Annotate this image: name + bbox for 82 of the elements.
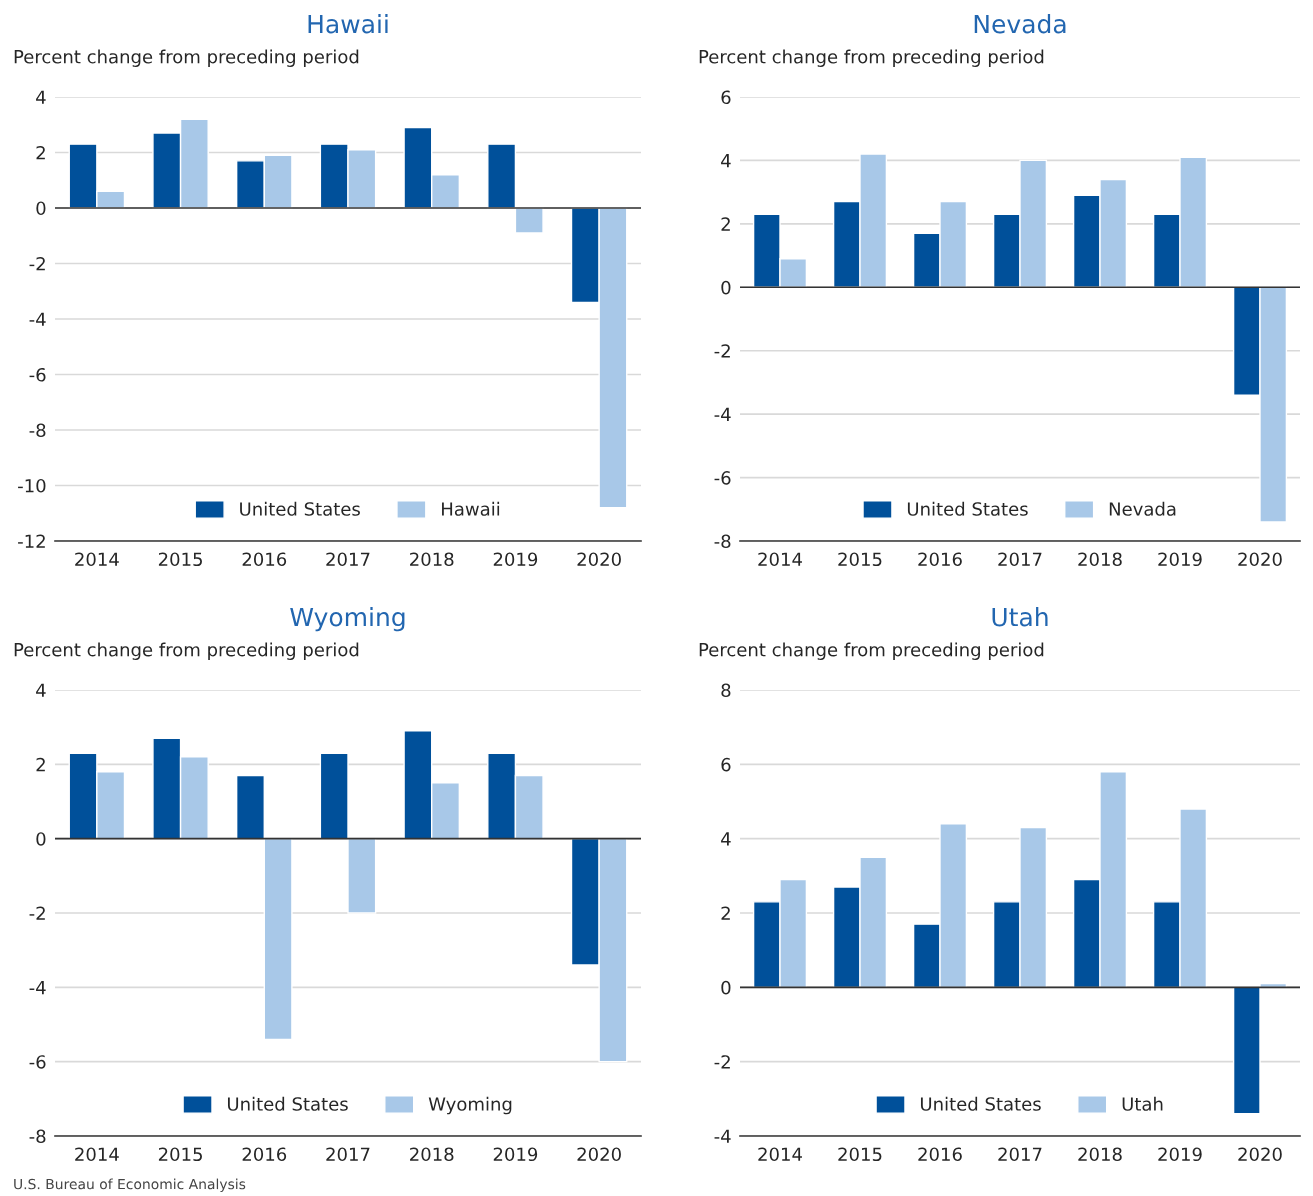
x-tick-label: 2018 (410, 552, 454, 567)
bar (487, 143, 517, 209)
y-tick-label: 2 (721, 217, 730, 231)
y-tick-label: -4 (29, 981, 46, 995)
x-tick-label: 2018 (410, 1147, 454, 1162)
y-tick-label: -8 (29, 423, 46, 438)
x-tick-label: 2017 (998, 552, 1042, 567)
bar (347, 837, 377, 914)
x-tick-label: 2019 (1158, 552, 1202, 567)
y-tick-label: -10 (18, 478, 46, 493)
x-tick-label: 2014 (75, 552, 119, 567)
y-axis-title: Percent change from preceding period (14, 49, 359, 67)
x-tick-label: 2016 (918, 1147, 962, 1162)
y-tick-label: 0 (36, 832, 46, 846)
x-tick-label: 2017 (326, 1147, 370, 1162)
y-tick-label: 0 (721, 980, 731, 995)
x-tick-label: 2015 (838, 1147, 882, 1162)
y-tick-label: 8 (721, 683, 731, 698)
x-tick-label: 2020 (1238, 552, 1282, 567)
bar (235, 774, 265, 840)
y-axis-title: Percent change from preceding period (699, 49, 1044, 67)
y-tick-label: -6 (29, 1055, 46, 1069)
chart-title: Nevada (974, 14, 1066, 34)
chart-title: Wyoming (290, 607, 405, 632)
y-tick-label: -6 (29, 367, 46, 382)
x-tick-label: 2020 (1238, 1147, 1282, 1162)
bar (319, 752, 349, 840)
y-tick-label: -4 (714, 1129, 731, 1143)
text: U.S. Bureau of Economic Analysis (14, 1178, 246, 1192)
y-axis-title: Percent change from preceding period (14, 642, 359, 660)
y-tick-label: 2 (36, 757, 45, 772)
x-tick-label: 2015 (838, 552, 882, 567)
x-tick-label: 2019 (493, 1147, 538, 1162)
y-tick-label: -2 (29, 256, 45, 271)
legend-label: United States (240, 501, 360, 516)
y-tick-label: -8 (29, 1129, 46, 1144)
x-tick-label: 2014 (75, 1147, 119, 1162)
x-tick-label: 2017 (998, 1147, 1042, 1162)
y-tick-label: 4 (721, 154, 731, 168)
y-tick-label: 0 (36, 201, 46, 216)
y-tick-label: 4 (36, 683, 46, 697)
x-tick-label: 2014 (758, 1147, 802, 1162)
y-tick-label: 6 (721, 757, 731, 772)
legend-label: United States (227, 1096, 348, 1111)
legend-label: Utah (1122, 1096, 1163, 1111)
x-tick-label: 2020 (577, 552, 621, 567)
legend-label: Nevada (1109, 501, 1176, 516)
legend-label: Hawaii (442, 501, 500, 516)
y-tick-label: 2 (721, 906, 730, 920)
x-tick-label: 2014 (758, 552, 802, 567)
x-tick-label: 2019 (493, 552, 538, 567)
y-tick-label: -8 (714, 534, 731, 549)
x-tick-label: 2017 (326, 552, 370, 567)
chart-title: Utah (992, 607, 1048, 627)
chart-title: Hawaii (308, 14, 388, 34)
y-tick-label: -12 (18, 534, 45, 548)
legend-label: Wyoming (428, 1096, 512, 1115)
y-tick-label: 2 (36, 145, 45, 160)
y-tick-label: -2 (714, 344, 730, 358)
y-tick-label: -2 (29, 906, 45, 920)
x-tick-label: 2015 (158, 1147, 202, 1162)
x-tick-label: 2018 (1078, 1147, 1122, 1162)
y-axis-title: Percent change from preceding period (699, 642, 1044, 660)
x-tick-label: 2016 (242, 552, 287, 567)
x-tick-label: 2016 (242, 1147, 287, 1162)
legend-label: United States (907, 501, 1028, 516)
bar (514, 207, 544, 234)
y-tick-label: -6 (714, 471, 731, 485)
x-tick-label: 2018 (1078, 552, 1122, 567)
x-tick-label: 2016 (918, 552, 962, 567)
y-tick-label: -4 (714, 407, 731, 421)
y-tick-label: -4 (29, 312, 46, 326)
y-tick-label: 6 (721, 90, 731, 105)
bar (263, 837, 293, 1041)
y-tick-label: 4 (36, 90, 46, 104)
x-tick-label: 2019 (1158, 1147, 1202, 1162)
y-tick-label: 4 (721, 832, 731, 846)
legend-label: United States (920, 1096, 1041, 1111)
x-tick-label: 2015 (158, 552, 202, 567)
y-tick-label: 0 (721, 280, 731, 295)
y-tick-label: -2 (714, 1055, 730, 1069)
x-tick-label: 2020 (577, 1147, 621, 1162)
